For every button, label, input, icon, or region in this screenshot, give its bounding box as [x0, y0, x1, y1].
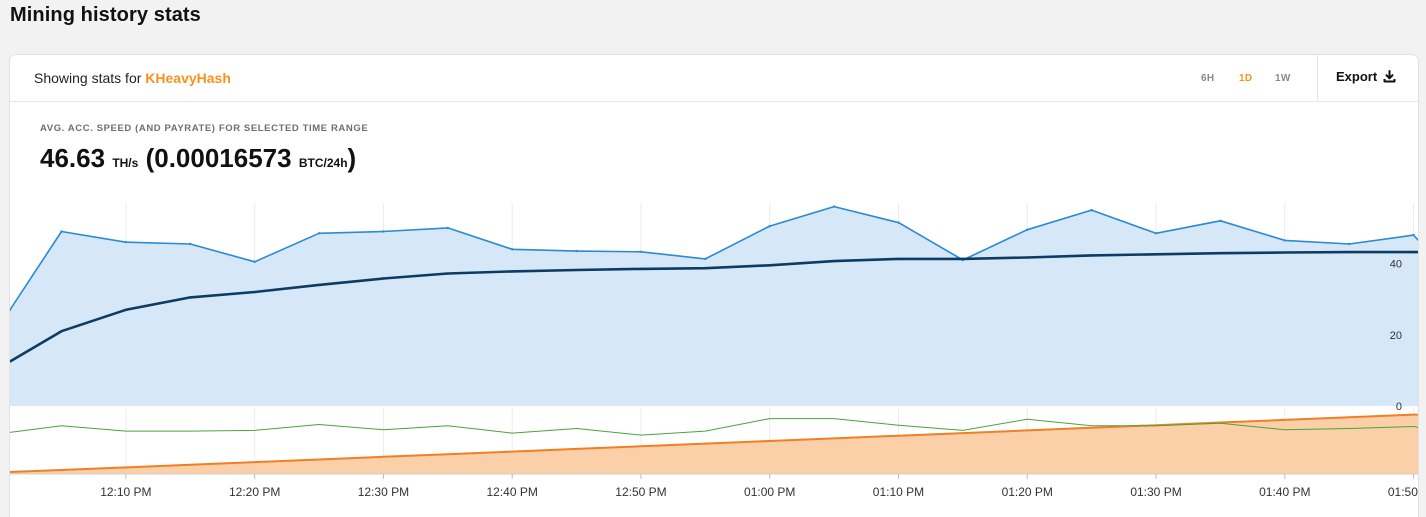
open-paren: ( — [145, 143, 155, 173]
average-speed-point[interactable] — [639, 267, 643, 271]
average-speed-point[interactable] — [10, 360, 12, 363]
accepted-speed-point[interactable] — [189, 242, 192, 246]
average-speed-point[interactable] — [1412, 250, 1415, 254]
showing-stats-text: Showing stats for KHeavyHash — [34, 70, 231, 86]
mining-stats-card: Showing stats for KHeavyHash 6H 1D 1W Ex… — [9, 54, 1419, 517]
average-speed-point[interactable] — [1090, 254, 1093, 257]
x-tick-label: 01:50 PM — [1388, 485, 1419, 499]
close-paren: ) — [347, 143, 357, 173]
header-divider — [1317, 55, 1318, 101]
payrate-unit: BTC/24h — [298, 156, 348, 170]
accepted-speed-point[interactable] — [897, 221, 900, 224]
average-speed-point[interactable] — [253, 290, 256, 294]
accepted-speed-point[interactable] — [510, 248, 514, 251]
average-speed-point[interactable] — [510, 270, 514, 273]
x-tick-label: 12:50 PM — [615, 485, 666, 499]
average-speed-point[interactable] — [575, 268, 578, 272]
payrate-value: 0.00016573 — [154, 143, 292, 173]
accepted-speed-point[interactable] — [60, 230, 63, 233]
average-speed-point[interactable] — [768, 264, 771, 267]
algorithm-name[interactable]: KHeavyHash — [145, 70, 231, 86]
accepted-speed-point[interactable] — [10, 308, 12, 312]
y-tick-label: 40 — [1390, 259, 1402, 271]
average-speed-point[interactable] — [1347, 250, 1351, 254]
x-tick-label: 01:40 PM — [1259, 485, 1310, 499]
y-tick-label: 0 — [1396, 401, 1402, 413]
x-tick-label: 01:00 PM — [744, 485, 795, 499]
x-tick-label: 01:30 PM — [1130, 485, 1181, 499]
average-speed-point[interactable] — [897, 257, 900, 261]
average-speed-point[interactable] — [189, 296, 192, 299]
accepted-speed-point[interactable] — [832, 205, 836, 208]
average-speed-point[interactable] — [704, 266, 707, 270]
average-speed-point[interactable] — [961, 257, 965, 261]
accepted-speed-point[interactable] — [768, 224, 771, 228]
range-6h-button[interactable]: 6H — [1201, 73, 1215, 84]
accepted-speed-point[interactable] — [639, 250, 643, 253]
x-tick-label: 12:10 PM — [100, 485, 151, 499]
accepted-speed-point[interactable] — [382, 230, 385, 233]
average-speed-point[interactable] — [446, 272, 450, 275]
accepted-speed-point[interactable] — [253, 260, 256, 263]
download-icon — [1383, 70, 1396, 83]
accepted-speed-point[interactable] — [1283, 239, 1286, 242]
accepted-speed-point[interactable] — [446, 226, 450, 230]
y-tick-label: 20 — [1390, 330, 1402, 342]
x-tick-label: 12:30 PM — [358, 485, 409, 499]
range-1w-button[interactable]: 1W — [1275, 73, 1291, 84]
accepted-speed-point[interactable] — [1090, 208, 1093, 212]
accepted-speed-point[interactable] — [1026, 228, 1029, 231]
accepted-speed-area — [10, 206, 1418, 406]
stats-label: AVG. ACC. SPEED (AND PAYRATE) FOR SELECT… — [40, 123, 369, 134]
card-header: Showing stats for KHeavyHash 6H 1D 1W Ex… — [10, 55, 1418, 102]
x-tick-label: 01:10 PM — [873, 485, 924, 499]
avg-speed-value: 46.63 — [40, 143, 106, 173]
average-speed-point[interactable] — [317, 283, 321, 287]
accepted-speed-point[interactable] — [1412, 233, 1415, 237]
accepted-speed-point[interactable] — [1347, 242, 1351, 246]
stats-value: 46.63 TH/s (0.00016573 BTC/24h) — [40, 143, 356, 174]
average-speed-point[interactable] — [1283, 251, 1286, 254]
mining-history-chart[interactable]: 0 20 40 12:10 PM 12:20 PM 12:30 PM 12:40 PM 12:… — [10, 55, 1419, 517]
accepted-speed-point[interactable] — [1219, 219, 1222, 223]
x-tick-label: 12:20 PM — [229, 485, 280, 499]
accepted-speed-point[interactable] — [704, 257, 707, 261]
average-speed-point[interactable] — [832, 259, 836, 263]
accepted-speed-point[interactable] — [1154, 232, 1158, 235]
accepted-speed-point[interactable] — [124, 240, 128, 244]
page-title: Mining history stats — [10, 4, 201, 26]
average-speed-point[interactable] — [1154, 253, 1158, 256]
accepted-speed-point[interactable] — [317, 232, 321, 235]
export-button[interactable]: Export — [1336, 69, 1396, 84]
x-tick-label: 12:40 PM — [487, 485, 538, 499]
showing-prefix: Showing stats for — [34, 70, 142, 86]
accepted-speed-line[interactable] — [10, 205, 1419, 311]
average-speed-point[interactable] — [1026, 256, 1029, 259]
average-speed-point[interactable] — [60, 330, 63, 333]
average-speed-point[interactable] — [124, 308, 128, 312]
average-speed-point[interactable] — [1219, 252, 1222, 255]
accepted-speed-point[interactable] — [575, 249, 578, 253]
secondary-line[interactable] — [10, 418, 1419, 436]
x-tick-label: 01:20 PM — [1002, 485, 1053, 499]
average-speed-point[interactable] — [382, 277, 385, 280]
payrate-line[interactable] — [10, 413, 1419, 473]
avg-speed-unit: TH/s — [112, 156, 139, 170]
range-1d-button[interactable]: 1D — [1239, 73, 1253, 84]
export-label: Export — [1336, 69, 1378, 84]
average-speed-line[interactable] — [10, 250, 1419, 363]
